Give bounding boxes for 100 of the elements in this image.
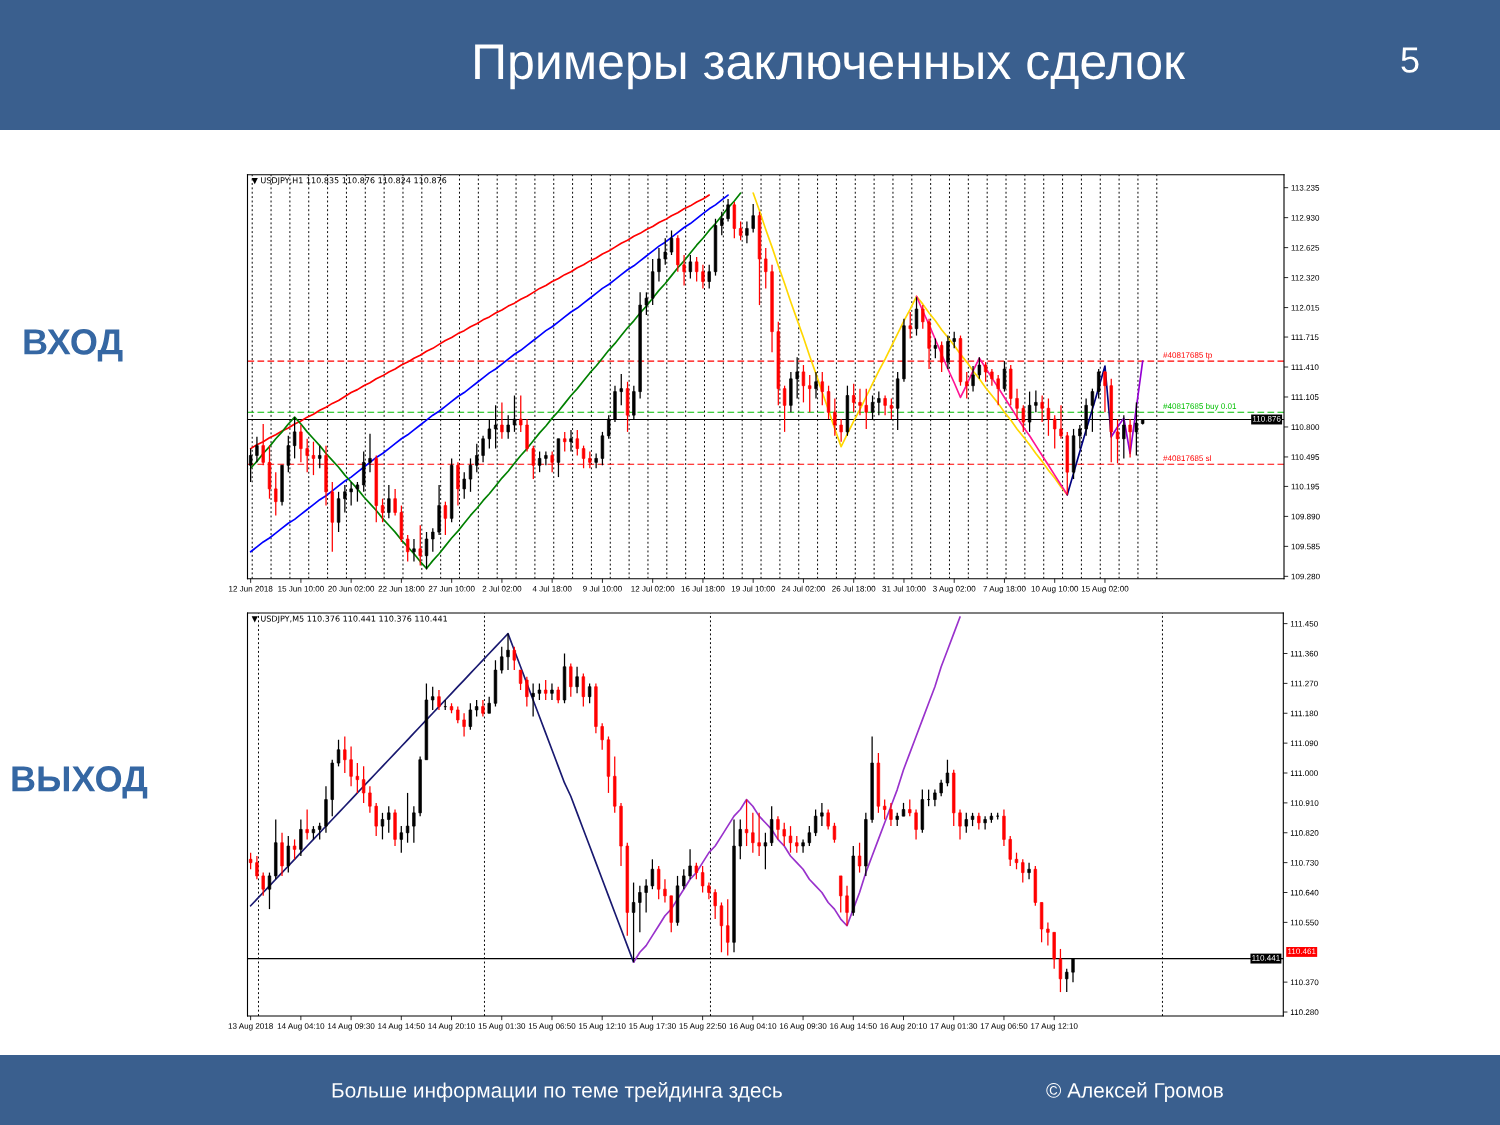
- candlestick: [274, 471, 278, 517]
- x-tick-label: 14 Aug 04:10: [277, 1023, 325, 1031]
- candlestick: [550, 682, 554, 701]
- candlestick: [657, 865, 661, 900]
- y-tick-label: 110.370: [1290, 979, 1319, 986]
- x-tick-label: 13 Aug 2018: [228, 1023, 273, 1031]
- text: ВХОД: [24, 329, 123, 362]
- candlestick: [462, 471, 466, 500]
- y-tick-label: 112.625: [1291, 244, 1320, 251]
- candlestick: [914, 296, 919, 337]
- y-tick-label: 109.890: [1291, 513, 1320, 520]
- candlestick: [858, 388, 862, 416]
- line-series: [1066, 365, 1113, 496]
- candlestick: [682, 254, 686, 287]
- y-tick-label: 111.270: [1290, 680, 1318, 687]
- candlestick: [983, 815, 987, 831]
- candlestick: [500, 401, 504, 440]
- x-tick-label: 16 Aug 14:50: [830, 1023, 877, 1031]
- candlestick: [431, 527, 435, 553]
- y-tick-label: 111.000: [1290, 770, 1318, 776]
- y-tick-label: 110.495: [1291, 454, 1320, 460]
- candlestick: [820, 802, 824, 827]
- candlestick: [764, 247, 768, 290]
- candlestick: [857, 842, 862, 874]
- y-tick-label: 111.360: [1290, 650, 1318, 657]
- candlestick: [518, 669, 523, 691]
- candlestick: [531, 682, 535, 718]
- y-tick-label: 110.195: [1291, 483, 1320, 490]
- y-tick-label: 110.820: [1290, 830, 1319, 836]
- candlestick: [826, 808, 830, 831]
- candlestick: [826, 385, 831, 420]
- candlestick: [757, 812, 761, 857]
- candlestick: [575, 429, 579, 457]
- candlestick: [500, 646, 504, 675]
- candlestick: [726, 198, 730, 223]
- candlestick: [700, 865, 705, 894]
- candlestick: [299, 424, 303, 463]
- x-tick-label: 9 Jul 10:00: [583, 585, 622, 592]
- candlestick: [883, 798, 887, 821]
- chart-title: Примеры заключенных сделок: [475, 44, 1186, 90]
- candlestick: [694, 256, 699, 283]
- candlestick: [845, 885, 849, 927]
- candlestick: [581, 672, 586, 708]
- candlestick: [964, 812, 968, 834]
- candlestick: [751, 812, 755, 854]
- x-tick-label: 19 Jul 10:00: [731, 585, 775, 592]
- candlestick: [996, 374, 1000, 406]
- text: © Алексей Громов: [1046, 1082, 1223, 1102]
- x-tick-label: 14 Aug 09:30: [327, 1023, 375, 1031]
- candlestick: [713, 888, 717, 920]
- candlestick: [808, 374, 812, 413]
- line-series: [632, 616, 961, 964]
- candlestick: [405, 792, 410, 844]
- line-series: [249, 632, 635, 964]
- x-tick-label: 16 Jul 18:00: [681, 585, 725, 592]
- x-tick-label: 16 Aug 09:30: [779, 1023, 827, 1031]
- candlestick: [468, 702, 473, 731]
- x-tick-label: 20 Jun 02:00: [328, 585, 375, 592]
- candlestick: [575, 666, 579, 694]
- x-tick-label: 15 Aug 02:00: [1081, 585, 1129, 594]
- candlestick: [701, 264, 705, 290]
- x-tick-label: 17 Aug 06:50: [980, 1023, 1028, 1031]
- x-tick-label: 15 Aug 12:10: [579, 1023, 626, 1031]
- candlestick: [707, 264, 711, 290]
- annotation: ▼ USDJPY,M5 110.376 110.441 110.376 110.441: [251, 615, 447, 624]
- y-tick-label: 111.715: [1291, 334, 1319, 341]
- candlestick: [563, 431, 567, 453]
- text: Больше информации по теме трейдинга здесь: [332, 1082, 782, 1102]
- ref-line-label: 110.441: [1252, 955, 1280, 961]
- candlestick: [883, 394, 887, 416]
- candlestick: [908, 311, 912, 340]
- candlestick: [393, 488, 397, 517]
- y-tick-label: 112.320: [1291, 274, 1320, 281]
- candlestick: [788, 825, 793, 854]
- candlestick: [813, 808, 818, 837]
- y-tick-label: 111.180: [1290, 710, 1318, 717]
- candlestick: [801, 364, 806, 404]
- x-tick-label: 12 Jun 2018: [229, 585, 273, 592]
- candlestick: [839, 875, 843, 914]
- candlestick: [1008, 835, 1012, 867]
- candlestick: [368, 785, 372, 814]
- candlestick: [525, 676, 529, 708]
- candlestick: [1021, 858, 1025, 884]
- x-tick-label: 12 Jul 02:00: [631, 585, 675, 592]
- candlestick: [1046, 397, 1051, 437]
- x-tick-label: 16 Aug 04:10: [729, 1023, 777, 1031]
- candlestick: [864, 388, 868, 430]
- candlestick: [688, 254, 693, 280]
- x-tick-label: 22 Jun 18:00: [378, 585, 425, 592]
- annotation: ▼ USDJPY,H1 110.835 110.876 110.824 110.876: [251, 177, 447, 185]
- candlestick: [468, 457, 473, 493]
- candlestick: [512, 646, 516, 671]
- candlestick: [726, 898, 730, 957]
- x-tick-label: 24 Jul 02:00: [781, 585, 826, 592]
- candlestick: [1034, 389, 1038, 413]
- candlestick: [387, 484, 391, 519]
- candlestick: [751, 203, 755, 234]
- candlestick: [1002, 808, 1006, 847]
- candlestick: [1053, 414, 1057, 450]
- candlestick: [569, 662, 573, 698]
